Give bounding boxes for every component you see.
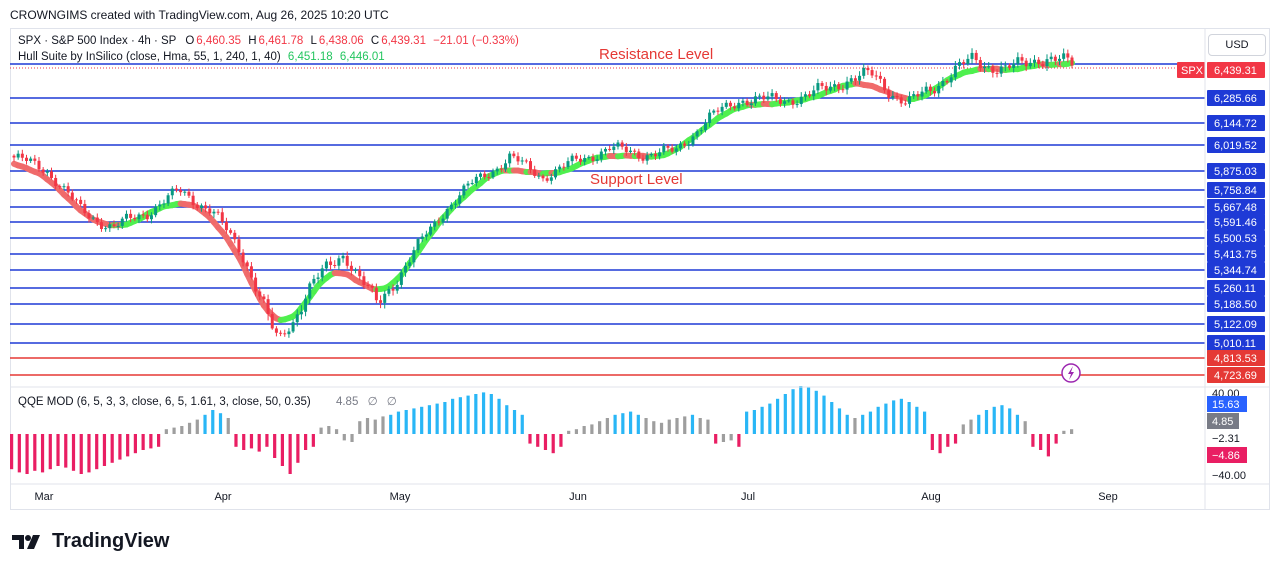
tradingview-brand: TradingView xyxy=(52,530,170,552)
high-label: H xyxy=(248,35,257,47)
open-label: O xyxy=(185,35,195,47)
indicator-label: Hull Suite by InSilico (close, Hma, 55, … xyxy=(18,51,281,63)
close-label: C xyxy=(370,35,380,47)
qqe-na-1: ∅ xyxy=(367,396,378,408)
qqe-label: QQE MOD (6, 5, 3, 3, close, 6, 5, 1.61, … xyxy=(18,396,311,408)
low-value: 6,438.06 xyxy=(318,35,364,47)
low-label: L xyxy=(310,35,317,47)
close-value: 6,439.31 xyxy=(381,35,426,47)
chart-frame xyxy=(10,28,1270,510)
tradingview-logo-icon xyxy=(12,534,40,549)
symbol-line: SPX · S&P 500 Index · 4h · SP xyxy=(18,35,177,47)
qqe-value: 4.85 xyxy=(335,396,359,408)
indicator-value-2: 6,446.01 xyxy=(339,51,385,63)
qqe-na-2: ∅ xyxy=(386,396,397,408)
tradingview-logo[interactable]: TradingView xyxy=(12,530,169,553)
currency-button[interactable]: USD xyxy=(1208,34,1266,56)
high-value: 6,461.78 xyxy=(258,35,304,47)
symbol-legend[interactable]: SPX · S&P 500 Index · 4h · SP O 6,460.35 … xyxy=(18,35,519,47)
open-value: 6,460.35 xyxy=(196,35,242,47)
change-value: −21.01 (−0.33%) xyxy=(433,35,519,47)
qqe-legend[interactable]: QQE MOD (6, 5, 3, 3, close, 6, 5, 1.61, … xyxy=(18,394,397,408)
indicator-value-1: 6,451.18 xyxy=(287,51,333,63)
chart-caption: CROWNGIMS created with TradingView.com, … xyxy=(10,8,389,22)
indicator-legend[interactable]: Hull Suite by InSilico (close, Hma, 55, … xyxy=(18,51,385,63)
